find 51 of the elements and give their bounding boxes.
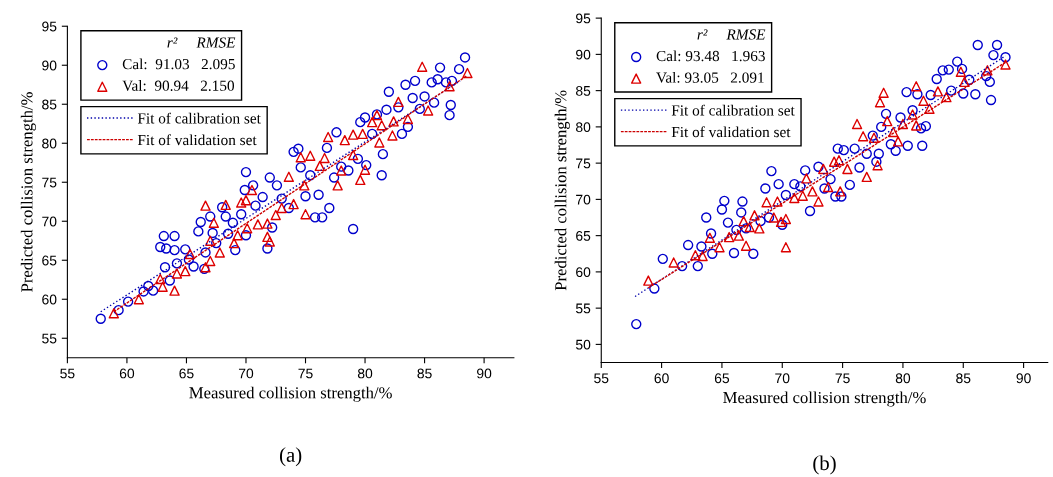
x-tick-label: 55	[594, 373, 609, 384]
x-tick-label: 90	[477, 368, 492, 379]
y-tick-label: 85	[576, 85, 591, 96]
x-tick-label: 70	[238, 368, 254, 379]
x-tick-label: 85	[417, 368, 432, 379]
x-tick-label: 75	[298, 368, 313, 379]
x-tick-label: 85	[956, 373, 971, 384]
y-tick-label: 55	[575, 303, 591, 314]
legend-label: Fit of validation set	[137, 134, 257, 146]
x-tick-label: 75	[835, 373, 850, 384]
y-tick-label: 80	[42, 138, 57, 149]
x-tick-label: 60	[654, 373, 669, 384]
y-tick-label: 80	[576, 122, 591, 133]
x-tick-label: 80	[357, 368, 373, 379]
x-tick-label: 65	[714, 373, 730, 384]
x-tick-label: 65	[179, 368, 194, 379]
legend-title: r² RMSE	[697, 29, 766, 40]
y-tick-label: 55	[42, 333, 57, 344]
y-tick-label: 65	[576, 230, 591, 241]
y-tick-label: 85	[42, 99, 57, 110]
x-axis-title: Measured collision strength/%	[189, 386, 392, 402]
legend-label: Val: 90.94 2.150	[122, 80, 235, 91]
y-axis-title: Predicted collision strength/%	[554, 90, 570, 291]
y-tick-label: 70	[42, 216, 57, 227]
y-tick-label: 60	[42, 294, 57, 305]
y-tick-label: 75	[42, 177, 57, 188]
x-tick-label: 55	[60, 368, 75, 379]
x-tick-label: 60	[119, 368, 135, 379]
y-tick-label: 90	[576, 49, 591, 60]
x-tick-label: 80	[895, 373, 911, 384]
y-tick-label: 70	[576, 194, 591, 205]
legend-label: Val: 93.05 2.091	[656, 71, 764, 83]
y-tick-label: 75	[576, 158, 591, 169]
y-axis-title: Predicted collision strength/%	[20, 92, 36, 292]
legend-title: r² RMSE	[167, 37, 236, 48]
x-tick-label: 90	[1016, 373, 1031, 384]
legend-label: Fit of validation set	[671, 126, 791, 138]
y-tick-label: 95	[42, 21, 57, 32]
text: (a)	[279, 447, 302, 467]
x-tick-label: 70	[775, 373, 790, 384]
x-axis-title: Measured collision strength/%	[723, 391, 926, 407]
legend-label: Fit of calibration set	[671, 104, 795, 116]
legend-label: Fit of calibration set	[137, 112, 261, 124]
legend-label: Cal: 93.48 1.963	[656, 50, 765, 62]
legend-label: Cal: 91.03 2.095	[122, 58, 235, 70]
text: (b)	[813, 455, 836, 475]
y-tick-label: 50	[575, 339, 591, 350]
y-tick-label: 95	[576, 13, 591, 24]
y-tick-label: 65	[42, 255, 57, 266]
y-tick-label: 90	[42, 60, 57, 71]
y-tick-label: 60	[576, 267, 591, 278]
